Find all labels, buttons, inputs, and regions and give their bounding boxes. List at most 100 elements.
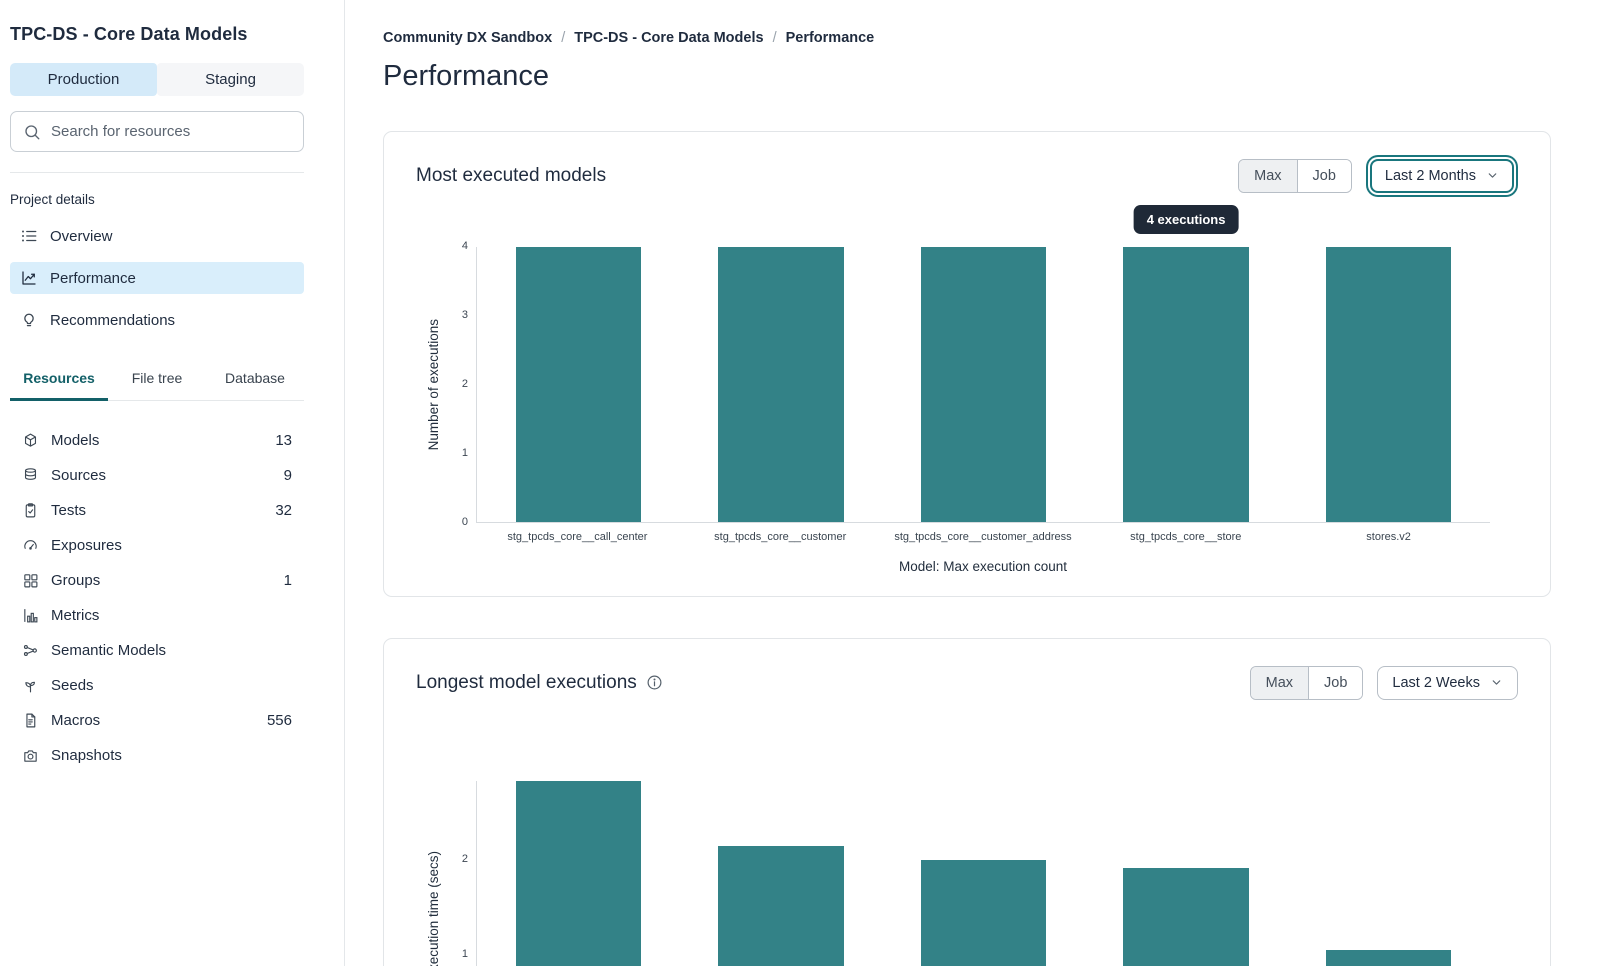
resource-row-metrics[interactable]: Metrics	[10, 598, 304, 633]
bar-slot	[1085, 247, 1288, 522]
job-button[interactable]: Job	[1296, 159, 1351, 192]
category-label: stg_tpcds_core__customer	[714, 531, 847, 543]
card-title: Longest model executions	[416, 671, 637, 693]
tab-production[interactable]: Production	[10, 63, 157, 96]
bar-slot	[680, 247, 883, 522]
max-button[interactable]: Max	[1239, 159, 1297, 192]
resource-label: Metrics	[51, 607, 100, 624]
resource-label: Sources	[51, 467, 107, 484]
project-nav: Overview Performance Recommendations	[10, 220, 304, 336]
longest-executions-chart: Execution time (secs) 012	[416, 781, 1518, 966]
network-icon	[22, 642, 39, 659]
y-axis-title: Execution time (secs)	[425, 850, 441, 966]
date-range-value: Last 2 Weeks	[1392, 674, 1480, 691]
chevron-down-icon	[1486, 169, 1499, 182]
breadcrumb-link-project[interactable]: TPC-DS - Core Data Models	[574, 30, 764, 46]
resource-row-tests[interactable]: Tests 32	[10, 493, 304, 528]
resource-row-macros[interactable]: Macros 556	[10, 703, 304, 738]
sidebar-item-recommendations[interactable]: Recommendations	[10, 304, 304, 336]
bar-slot	[1287, 247, 1490, 522]
max-job-toggle: Max Job	[1249, 665, 1364, 700]
bar[interactable]	[1325, 949, 1452, 966]
tab-database[interactable]: Database	[225, 370, 285, 386]
bar-slot	[1287, 781, 1490, 966]
resource-label: Snapshots	[51, 747, 122, 764]
resource-row-semantic-models[interactable]: Semantic Models	[10, 633, 304, 668]
job-button[interactable]: Job	[1308, 666, 1363, 699]
sidebar-item-performance[interactable]: Performance	[10, 262, 304, 294]
info-icon[interactable]	[646, 674, 663, 691]
bar[interactable]	[718, 247, 844, 522]
tab-resources[interactable]: Resources	[10, 370, 108, 401]
date-range-select[interactable]: Last 2 Weeks	[1377, 665, 1518, 700]
resource-label: Seeds	[51, 677, 94, 694]
x-axis-title: Model: Max execution count	[898, 559, 1068, 574]
resource-row-groups[interactable]: Groups 1	[10, 563, 304, 598]
resource-count: 9	[283, 467, 292, 484]
tab-file-tree[interactable]: File tree	[131, 370, 183, 386]
date-range-select[interactable]: Last 2 Months	[1369, 158, 1514, 193]
sidebar-item-label: Overview	[50, 227, 113, 245]
breadcrumb-separator: /	[561, 30, 566, 46]
breadcrumb-link-sandbox[interactable]: Community DX Sandbox	[383, 30, 553, 46]
bar[interactable]	[1123, 247, 1249, 522]
resource-row-models[interactable]: Models 13	[10, 423, 304, 458]
resource-label: Semantic Models	[51, 642, 167, 659]
tick-label: 3	[461, 309, 468, 321]
resource-row-exposures[interactable]: Exposures	[10, 528, 304, 563]
bar[interactable]	[718, 846, 844, 966]
resource-count: 556	[266, 712, 292, 729]
bar-slot	[882, 781, 1085, 966]
bar-slot	[680, 781, 883, 966]
sidebar-item-label: Performance	[50, 269, 136, 287]
tick-label: 2	[461, 852, 468, 865]
database-icon	[22, 467, 39, 484]
resource-search[interactable]	[10, 111, 304, 152]
bar-chart-icon	[22, 607, 39, 624]
resource-row-seeds[interactable]: Seeds	[10, 668, 304, 703]
bar[interactable]	[920, 859, 1047, 966]
resource-label: Exposures	[51, 537, 122, 554]
bar-slot	[1085, 781, 1288, 966]
clipboard-check-icon	[22, 502, 39, 519]
bar[interactable]	[515, 781, 642, 966]
sidebar-item-overview[interactable]: Overview	[10, 220, 304, 252]
chevron-down-icon	[1490, 676, 1503, 689]
tick-label: 1	[461, 447, 468, 459]
y-axis-title: Number of executions	[425, 319, 441, 451]
most-executed-models-card: Most executed models Max Job Last 2 Mont…	[383, 131, 1551, 597]
resource-count: 1	[283, 572, 292, 589]
grid-icon	[22, 572, 39, 589]
max-button[interactable]: Max	[1250, 666, 1309, 699]
bar[interactable]	[515, 247, 642, 522]
bar-slot	[477, 781, 680, 966]
max-job-toggle: Max Job	[1238, 158, 1352, 193]
seedling-icon	[22, 677, 39, 694]
chart-line-icon	[20, 269, 38, 287]
breadcrumb: Community DX Sandbox / TPC-DS - Core Dat…	[383, 30, 1551, 46]
search-icon	[23, 123, 41, 141]
resource-list: Models 13 Sources 9 Tests 32	[10, 423, 304, 773]
search-input[interactable]	[51, 123, 291, 140]
file-text-icon	[22, 712, 39, 729]
bar-slot	[882, 247, 1085, 522]
tick-label: 1	[461, 947, 468, 960]
bar[interactable]	[1123, 868, 1249, 966]
bar[interactable]	[920, 247, 1047, 522]
bars	[477, 247, 1490, 522]
sidebar: TPC-DS - Core Data Models Production Sta…	[0, 0, 345, 966]
bar[interactable]	[1325, 247, 1452, 522]
bars	[477, 781, 1490, 966]
category-label: stores.v2	[1366, 531, 1411, 543]
chart-tooltip: 4 executions	[1133, 205, 1239, 234]
resource-row-snapshots[interactable]: Snapshots	[10, 738, 304, 773]
tick-label: 0	[461, 516, 468, 528]
resource-row-sources[interactable]: Sources 9	[10, 458, 304, 493]
tab-staging[interactable]: Staging	[157, 63, 304, 96]
resource-label: Models	[51, 432, 100, 449]
gauge-icon	[22, 537, 39, 554]
longest-executions-card: Longest model executions Max Job Last 2 …	[383, 638, 1551, 966]
page-title: Performance	[383, 60, 550, 92]
